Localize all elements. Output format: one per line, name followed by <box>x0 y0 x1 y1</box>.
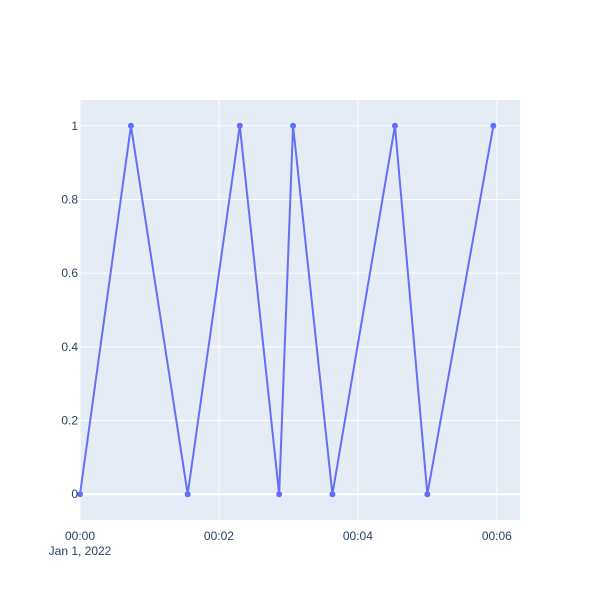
y-tick-label: 0 <box>71 487 78 501</box>
data-point <box>127 122 134 129</box>
y-tick-label: 0.8 <box>61 192 78 206</box>
y-tick-label: 0.2 <box>61 414 78 428</box>
y-tick-label: 0.6 <box>61 266 78 280</box>
x-date-label: Jan 1, 2022 <box>49 544 112 558</box>
data-point <box>276 491 283 498</box>
series-line <box>79 124 495 496</box>
x-tick-label: 00:02 <box>204 529 234 543</box>
data-point <box>184 491 191 498</box>
data-point <box>329 491 336 498</box>
plot-area <box>80 100 520 520</box>
data-point <box>490 122 497 129</box>
y-tick-label: 1 <box>71 119 78 133</box>
series-group <box>77 122 497 498</box>
y-tick-label: 0.4 <box>61 340 78 354</box>
x-tick-label: 00:06 <box>482 529 512 543</box>
y-axis: 0 0.2 0.4 0.6 0.8 1 <box>61 119 78 501</box>
data-point <box>236 122 243 129</box>
data-point <box>77 491 83 498</box>
data-point <box>290 122 297 129</box>
data-point <box>391 122 398 129</box>
x-tick-label: 00:04 <box>343 529 373 543</box>
x-axis: 00:00 00:02 00:04 00:06 Jan 1, 2022 <box>49 529 513 558</box>
x-tick-label: 00:00 <box>65 529 95 543</box>
data-point <box>424 491 431 498</box>
